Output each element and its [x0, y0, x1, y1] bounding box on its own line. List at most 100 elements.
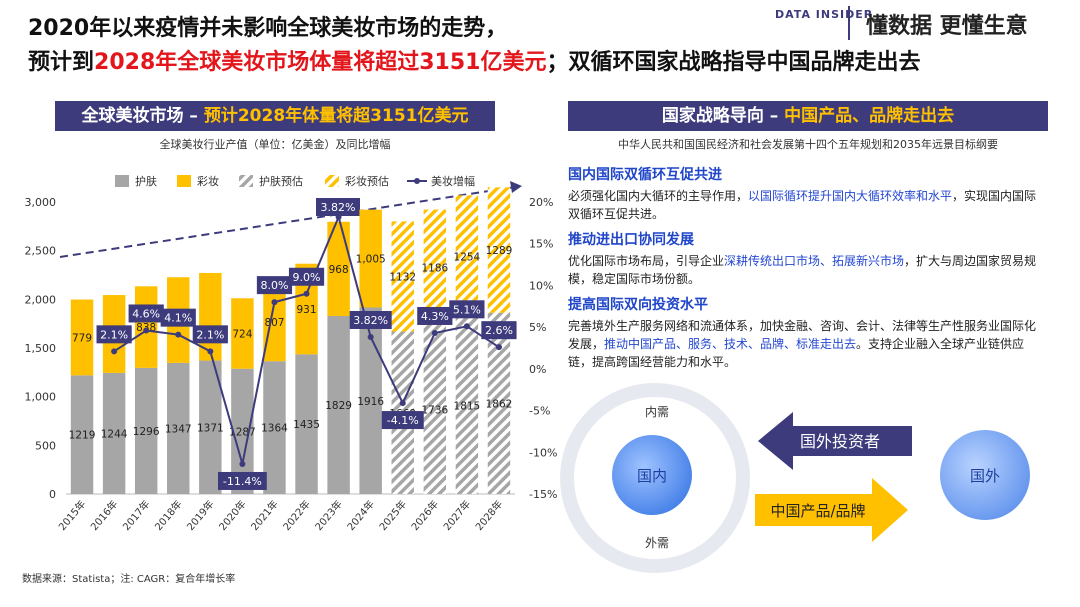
- bar-label: 1371: [197, 422, 224, 434]
- bar-label: 1862: [486, 398, 513, 410]
- legend-label: 护肤预估: [259, 174, 303, 188]
- body-segment: ，扩大与周边国家贸易规模，稳定国际市场份额。: [568, 254, 1037, 286]
- bar-segment: [263, 282, 286, 362]
- body-segment: 深耕传统出口市场、拓展新兴市场: [724, 254, 905, 268]
- bar-segment: [70, 299, 94, 376]
- bar-segment: [487, 312, 511, 494]
- bar-label: 1289: [486, 245, 513, 257]
- bar-label: 1815: [454, 401, 481, 413]
- growth-label-box: [256, 276, 293, 295]
- bar-segment: [263, 361, 286, 494]
- legend-label: 护肤: [135, 174, 157, 188]
- growth-label: -4.1%: [387, 414, 419, 427]
- legend-swatch: [239, 175, 253, 187]
- bar-segment: [295, 263, 318, 355]
- source: 数据来源：Statista；注: CAGR：复合年增长率: [22, 574, 236, 585]
- x-tick-label: 2018年: [152, 498, 185, 534]
- chart-subtitle: 全球美妆行业产值（单位：亿美金）及同比增幅: [159, 138, 391, 151]
- x-tick-label: 2024年: [344, 498, 377, 534]
- y-tick-label: 2,000: [25, 293, 57, 306]
- logo: DATA INSIDER: [775, 8, 874, 21]
- bar-segment: [199, 360, 222, 494]
- bar-segment: [231, 368, 254, 494]
- left-banner: 全球美妆市场 – 预计2028年体量将超3151亿美元: [55, 101, 495, 131]
- banner-segment: 全球美妆市场 –: [81, 106, 204, 126]
- growth-point: [143, 327, 150, 334]
- title-segment: 预计到: [28, 50, 95, 75]
- section-body: 完善境外生产服务网络和流通体系，加快金融、咨询、会计、法律等生产性服务业国际化发…: [568, 317, 1038, 371]
- domestic-circle: [612, 435, 692, 515]
- x-tick-label: 2016年: [88, 498, 121, 534]
- divider: [848, 6, 850, 40]
- y-tick-label: 500: [35, 439, 56, 452]
- growth-label: 4.3%: [421, 310, 449, 323]
- cagr-arrowhead: [510, 181, 522, 193]
- body-segment: 推动中国产品、服务、技术、品牌、标准走出去: [604, 337, 857, 351]
- bar-segment: [455, 195, 479, 318]
- outer-demand: 外需: [645, 536, 669, 550]
- x-tick-label: 2022年: [280, 498, 313, 534]
- legend-swatch: [115, 175, 129, 187]
- growth-label: 8.0%: [260, 279, 288, 292]
- body-segment: 完善境外生产服务网络和流通体系，加快金融、咨询、会计、法律等生产性服务业国际化发…: [568, 319, 1037, 351]
- title-segment: 2028年全球美妆市场体量将超过3151亿美元: [94, 50, 547, 75]
- banner-segment: 中国产品、品牌走出去: [784, 106, 955, 126]
- growth-label: 5.1%: [453, 303, 481, 316]
- legend-swatch: [414, 178, 420, 184]
- growth-point: [207, 348, 214, 355]
- foreign-circle: [940, 430, 1030, 520]
- growth-label: 9.0%: [293, 271, 321, 284]
- section-heading: 推动进出口协同发展: [568, 232, 694, 248]
- bar-segment: [359, 209, 382, 308]
- legend-swatch: [177, 175, 191, 187]
- banner-segment: 国家战略导向 –: [661, 106, 785, 126]
- growth-label-box: [96, 325, 132, 344]
- bar-segment: [455, 317, 479, 494]
- growth-label-box: [128, 304, 164, 323]
- bar-label: 1,005: [356, 254, 386, 266]
- bar-segment: [102, 372, 126, 494]
- x-tick-label: 2023年: [312, 498, 345, 534]
- inbound-label: 国外投资者: [800, 432, 880, 451]
- growth-label-box: [417, 306, 453, 325]
- growth-label: -11.4%: [223, 475, 262, 488]
- y-tick-label: 3,000: [25, 196, 57, 209]
- y2-tick-label: -15%: [529, 488, 557, 501]
- bar-label: 1435: [293, 419, 320, 431]
- title-line: 2020年以来疫情并未影响全球美妆市场的走势，: [28, 16, 508, 41]
- bar-segment: [487, 187, 511, 313]
- growth-label-box: [192, 325, 228, 344]
- growth-label: 2.1%: [100, 328, 128, 341]
- growth-label-box: [381, 411, 424, 430]
- growth-point: [495, 344, 502, 351]
- legend-label: 美妆增幅: [431, 174, 475, 188]
- growth-label-box: [481, 321, 517, 340]
- body-segment: ，实现国内国际双循环互促共进。: [568, 189, 1037, 221]
- y-tick-label: 1,500: [25, 342, 57, 355]
- growth-point: [271, 299, 278, 306]
- y2-tick-label: -5%: [529, 405, 550, 418]
- growth-point: [431, 329, 438, 336]
- legend-label: 彩妆预估: [345, 175, 389, 188]
- bar-label: 1916: [357, 396, 384, 408]
- x-tick-label: 2026年: [408, 498, 441, 534]
- growth-label: 4.6%: [132, 307, 160, 320]
- sections: 国内国际双循环互促共进 必须强化国内大循环的主导作用，以国际循环提升国内大循环效率…: [568, 158, 1038, 371]
- right-subtitle: 中华人民共和国国民经济和社会发展第十四个五年规划和2035年远景目标纲要: [618, 138, 998, 151]
- growth-label-box: [217, 471, 267, 490]
- legend-label: 彩妆: [197, 175, 219, 188]
- x-tick-label: 2021年: [248, 498, 281, 534]
- x-tick-label: 2015年: [56, 498, 89, 534]
- x-tick-label: 2017年: [120, 498, 153, 534]
- growth-point: [111, 348, 118, 355]
- y2-tick-label: 0%: [529, 363, 546, 376]
- bar-segment: [167, 362, 190, 494]
- y2-tick-label: -10%: [529, 446, 557, 459]
- bar-label: 968: [329, 264, 349, 276]
- growth-label-box: [160, 308, 196, 327]
- legend-swatch: [325, 175, 339, 187]
- section-heading: 提高国际双向投资水平: [568, 297, 708, 313]
- inner-demand: 内需: [645, 405, 669, 419]
